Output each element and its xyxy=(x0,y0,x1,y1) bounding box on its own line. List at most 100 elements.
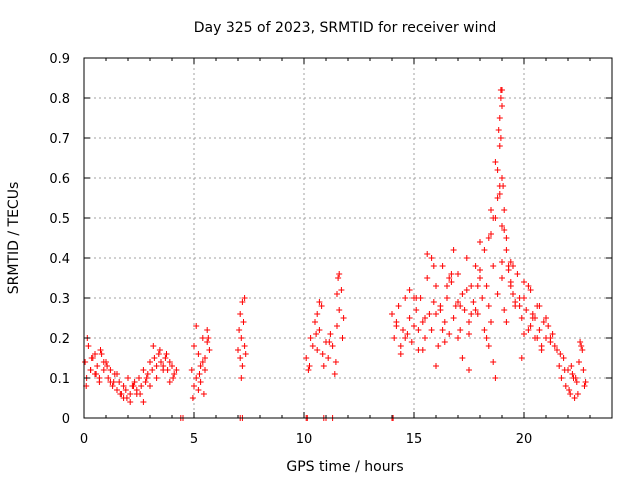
data-point xyxy=(199,335,206,341)
data-point xyxy=(173,367,180,373)
data-point xyxy=(117,391,124,397)
data-point xyxy=(532,315,538,321)
data-point xyxy=(202,355,208,361)
data-point xyxy=(466,367,472,373)
data-point xyxy=(474,283,481,289)
data-point xyxy=(573,379,580,385)
data-point xyxy=(142,379,149,385)
data-point xyxy=(241,343,248,349)
data-point xyxy=(485,235,492,241)
data-point xyxy=(492,375,499,381)
data-point xyxy=(477,267,483,273)
data-point xyxy=(140,399,147,405)
data-point xyxy=(334,291,340,297)
data-point xyxy=(437,303,444,309)
data-point xyxy=(488,319,494,325)
data-point xyxy=(193,375,200,381)
x-tick-label: 20 xyxy=(516,432,533,447)
data-point xyxy=(204,327,211,333)
data-point xyxy=(577,339,584,345)
data-point xyxy=(237,355,244,361)
data-point xyxy=(193,323,200,329)
data-point xyxy=(466,319,472,325)
data-point xyxy=(455,335,461,341)
data-point xyxy=(413,307,420,313)
data-point xyxy=(430,299,437,305)
data-point xyxy=(133,391,140,397)
data-point xyxy=(143,375,150,381)
data-point xyxy=(136,375,142,381)
data-point xyxy=(461,307,468,313)
data-point xyxy=(98,351,105,357)
data-point xyxy=(197,363,204,369)
data-point xyxy=(477,275,483,281)
data-point xyxy=(149,367,156,373)
y-tick-label: 0.4 xyxy=(49,252,70,267)
data-point xyxy=(466,331,472,337)
data-point xyxy=(202,367,208,373)
data-point xyxy=(494,195,501,201)
data-point xyxy=(450,315,457,321)
data-point xyxy=(326,339,333,345)
data-point xyxy=(400,327,406,333)
data-point xyxy=(525,283,532,289)
data-point xyxy=(568,363,575,369)
data-point xyxy=(435,343,442,349)
data-point xyxy=(120,395,127,401)
data-point xyxy=(505,267,512,273)
data-point xyxy=(199,359,206,365)
data-point xyxy=(147,383,153,389)
data-point xyxy=(562,383,569,389)
data-point xyxy=(166,359,173,365)
data-point xyxy=(472,263,479,269)
data-point xyxy=(332,359,339,365)
data-point xyxy=(455,271,461,277)
y-tick-label: 0.3 xyxy=(49,292,70,307)
y-tick-label: 0.2 xyxy=(49,332,70,347)
axis-ticks xyxy=(83,57,612,419)
data-point xyxy=(499,87,505,93)
data-point xyxy=(389,311,395,317)
data-point xyxy=(200,391,207,397)
data-point xyxy=(463,255,470,261)
data-point xyxy=(574,391,581,397)
data-point xyxy=(499,223,505,229)
data-point xyxy=(556,363,563,369)
data-point xyxy=(306,363,313,369)
data-point xyxy=(402,295,409,301)
data-point xyxy=(543,315,549,321)
data-point xyxy=(120,383,127,389)
data-point xyxy=(206,347,213,353)
data-point xyxy=(107,379,114,385)
data-point xyxy=(339,335,346,341)
data-point xyxy=(411,323,417,329)
data-point xyxy=(483,283,490,289)
data-point xyxy=(331,371,338,377)
data-point xyxy=(579,347,586,353)
chart-title: Day 325 of 2023, SRMTID for receiver win… xyxy=(194,20,497,36)
data-point xyxy=(309,343,316,349)
data-point xyxy=(105,375,112,381)
data-point xyxy=(397,343,404,349)
data-point xyxy=(433,363,439,369)
data-point xyxy=(477,239,483,245)
data-point xyxy=(155,351,162,357)
data-point xyxy=(100,367,107,373)
data-point xyxy=(329,343,336,349)
data-point xyxy=(125,375,131,381)
data-point xyxy=(500,183,507,189)
data-point xyxy=(156,347,163,353)
data-point xyxy=(424,275,431,281)
data-point xyxy=(514,271,521,277)
y-axis-title: SRMTID / TECUs xyxy=(6,182,22,295)
data-point xyxy=(422,315,428,321)
data-point xyxy=(510,291,516,297)
data-point xyxy=(138,383,145,389)
data-point xyxy=(496,115,503,121)
x-tick-label: 5 xyxy=(190,432,198,447)
data-point xyxy=(104,363,111,369)
data-point xyxy=(492,159,499,165)
data-point xyxy=(107,367,114,373)
data-point xyxy=(166,379,173,385)
